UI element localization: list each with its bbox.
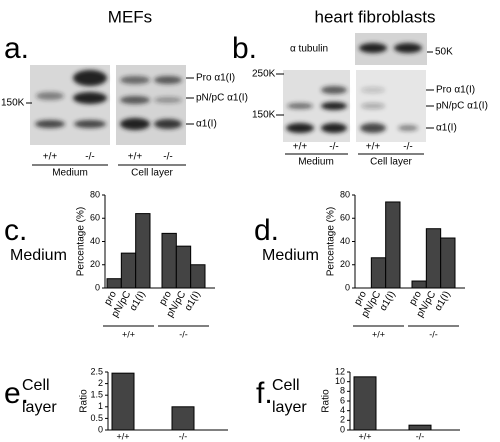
bar [106, 278, 122, 289]
blot-image [26, 65, 194, 166]
side-label: layer [272, 399, 307, 416]
y-tick-label: 4 [340, 405, 345, 415]
x-tick-label: α1(I) [433, 289, 453, 312]
bar [120, 252, 137, 289]
y-tick-label: 20 [340, 259, 350, 269]
bar [175, 245, 192, 289]
bar [111, 372, 135, 431]
x-tick-label: α1(I) [183, 289, 203, 312]
y-axis-label: Percentage (%) [326, 207, 337, 276]
bar [385, 201, 401, 289]
panel-label: e. [4, 377, 29, 410]
bar [161, 232, 177, 289]
y-axis-label: Ratio [321, 389, 332, 413]
y-tick-label: 1 [98, 401, 103, 411]
group-label: +/+ [372, 329, 385, 339]
x-tick-label: +/+ [116, 431, 129, 441]
y-tick-label: 80 [90, 189, 100, 199]
side-label: Medium [10, 247, 67, 264]
y-tick-label: 80 [340, 189, 350, 199]
bar [370, 257, 387, 289]
fraction-label: Cell layer [131, 168, 173, 179]
lane-label: +/+ [293, 142, 308, 153]
band-label: pN/pC α1(I) [436, 101, 488, 112]
bar [171, 406, 195, 431]
y-tick-label: 2 [98, 378, 103, 388]
x-tick-label: +/+ [358, 431, 371, 441]
fraction-label: Medium [298, 157, 334, 168]
band-label: α1(I) [196, 119, 217, 130]
y-tick-label: 2.5 [90, 366, 103, 376]
panel-label: b. [232, 32, 257, 65]
y-tick-label: 20 [90, 259, 100, 269]
side-label: Cell [272, 377, 300, 394]
bar [408, 424, 432, 431]
lane-label: -/- [163, 152, 172, 163]
side-label: Cell [22, 377, 50, 394]
lane-label: +/+ [128, 152, 143, 163]
bar [440, 237, 456, 289]
fraction-label: Medium [52, 168, 88, 179]
x-tick-label: α1(I) [378, 289, 398, 312]
y-tick-label: 6 [340, 395, 345, 405]
band-label: pN/pC α1(I) [196, 93, 248, 104]
bar [411, 280, 427, 289]
marker-label: 150K [252, 110, 276, 121]
y-tick-label: 0 [345, 282, 350, 292]
y-axis-label: Percentage (%) [76, 207, 87, 276]
bar [190, 264, 206, 289]
lane-label: -/- [403, 142, 412, 153]
band-label: Pro α1(I) [436, 85, 475, 96]
y-tick-label: 0 [340, 424, 345, 434]
x-tick-label: -/- [416, 431, 425, 441]
side-label: layer [22, 399, 57, 416]
band-label: Pro α1(I) [196, 73, 235, 84]
bar [425, 228, 442, 289]
y-tick-label: 40 [340, 236, 350, 246]
band-label: α1(I) [436, 123, 457, 134]
y-axis-label: Ratio [79, 389, 90, 413]
side-label: Medium [262, 247, 319, 264]
y-tick-label: 60 [90, 213, 100, 223]
y-tick-label: 12 [335, 366, 345, 376]
group-label: -/- [429, 329, 438, 339]
lane-label: -/- [329, 142, 338, 153]
loading-label: α tubulin [290, 44, 328, 55]
header: MEFs [108, 7, 152, 26]
y-tick-label: 1.5 [90, 390, 103, 400]
panel-label: c. [4, 214, 27, 247]
y-tick-label: 40 [90, 236, 100, 246]
y-tick-label: 2 [340, 415, 345, 425]
fraction-label: Cell layer [370, 157, 412, 168]
x-tick-label: α1(I) [128, 289, 148, 312]
group-label: -/- [179, 329, 188, 339]
group-label: +/+ [122, 329, 135, 339]
y-tick-label: 0 [95, 282, 100, 292]
panel-label: d. [254, 214, 279, 247]
marker-label: 50K [435, 47, 453, 58]
x-tick-label: -/- [179, 431, 188, 441]
bar [353, 376, 377, 431]
blot-image [276, 33, 434, 155]
lane-label: +/+ [43, 152, 58, 163]
marker-label: 250K [252, 69, 276, 80]
y-tick-label: 8 [340, 386, 345, 396]
panel-label: a. [4, 32, 29, 65]
y-tick-label: 60 [340, 213, 350, 223]
y-tick-label: 0 [98, 424, 103, 434]
panel-label: f. [256, 377, 273, 410]
bar [135, 213, 151, 289]
lane-label: -/- [85, 152, 94, 163]
y-tick-label: 0.5 [90, 413, 103, 423]
header: heart fibroblasts [315, 7, 436, 26]
y-tick-label: 10 [335, 376, 345, 386]
marker-label: 150K [1, 98, 25, 109]
lane-label: +/+ [366, 142, 381, 153]
